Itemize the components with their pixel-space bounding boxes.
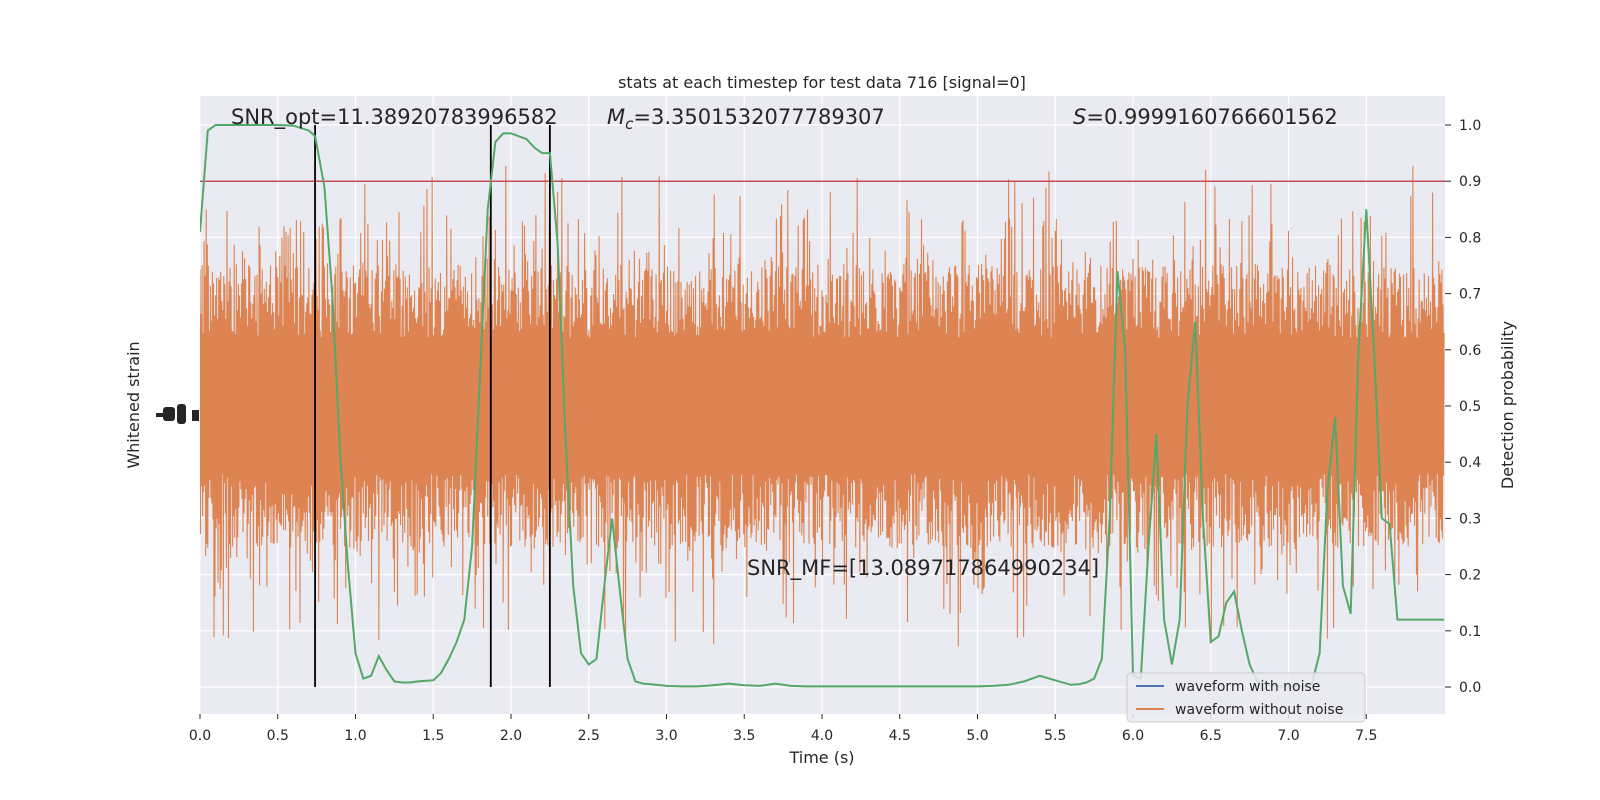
snr-opt-annotation: SNR_opt=11.38920783996582: [231, 105, 558, 130]
x-tick-label: 5.0: [966, 728, 988, 744]
y-tick-label: 0.9: [1459, 174, 1481, 190]
s-symbol: S: [1073, 105, 1086, 129]
waveform-line: [200, 165, 1445, 647]
y-tick-label: 0.3: [1459, 511, 1481, 527]
legend-label-clean: waveform without noise: [1175, 702, 1343, 718]
chart-title: stats at each timestep for test data 716…: [618, 73, 1026, 92]
s-annotation: S=0.9999160766601562: [1073, 105, 1338, 129]
legend-label-noise: waveform with noise: [1175, 679, 1320, 695]
x-tick-label: 3.0: [655, 728, 677, 744]
y-tick-label: 0.1: [1459, 624, 1481, 640]
y-tick-label: 0.2: [1459, 568, 1481, 584]
chirp-mass-annotation: Mc=3.3501532077789307: [607, 105, 885, 133]
x-tick-label: 7.5: [1355, 728, 1377, 744]
x-tick-label: 5.5: [1044, 728, 1066, 744]
x-tick-label: 2.0: [500, 728, 522, 744]
y-tick-label: 1.0: [1459, 118, 1481, 134]
waveform-without-noise-series: [200, 165, 1445, 647]
detection-interval-lines: [314, 125, 551, 687]
x-tick-label: 4.5: [889, 728, 911, 744]
x-tick-label: 7.0: [1277, 728, 1299, 744]
y-right-axis-ticks: 0.0 0.1 0.2 0.3 0.4 0.5 0.6 0.7 0.8 0.9 1.0: [1445, 118, 1481, 696]
x-tick-label: 3.5: [733, 728, 755, 744]
snr-mf-annotation: SNR_MF=[13.089717864990234]: [747, 556, 1099, 581]
x-axis-ticks: 0.0 0.5 1.0 1.5 2.0 2.5 3.0 3.5 4.0 4.5 5.0 5.5 6.0 6…: [189, 714, 1377, 744]
left-axis-tick-labels: [156, 404, 199, 424]
chirp-mass-symbol: M: [607, 105, 625, 129]
legend-box: [1126, 672, 1366, 723]
y-tick-label: 0.5: [1459, 399, 1481, 415]
x-tick-label: 0.5: [267, 728, 289, 744]
x-tick-label: 1.0: [344, 728, 366, 744]
chirp-mass-value: =3.3501532077789307: [633, 105, 884, 129]
s-value: =0.9999160766601562: [1086, 105, 1337, 129]
y-right-axis-label: Detection probability: [1498, 321, 1517, 489]
x-axis-label: Time (s): [788, 748, 854, 767]
x-tick-label: 1.5: [422, 728, 444, 744]
y-tick-label: 0.0: [1459, 680, 1481, 696]
y-tick-label: 0.7: [1459, 287, 1481, 303]
y-tick-label: 0.6: [1459, 343, 1481, 359]
x-tick-label: 6.0: [1122, 728, 1144, 744]
x-tick-label: 6.5: [1200, 728, 1222, 744]
y-tick-label: 0.4: [1459, 455, 1481, 471]
x-tick-label: 4.0: [811, 728, 833, 744]
y-tick-label: 0.8: [1459, 230, 1481, 246]
x-tick-label: 0.0: [189, 728, 211, 744]
chirp-mass-subscript: c: [625, 115, 634, 133]
y-left-axis-label: Whitened strain: [124, 341, 143, 468]
x-tick-label: 2.5: [578, 728, 600, 744]
legend: waveform with noise waveform without noi…: [1126, 672, 1366, 723]
